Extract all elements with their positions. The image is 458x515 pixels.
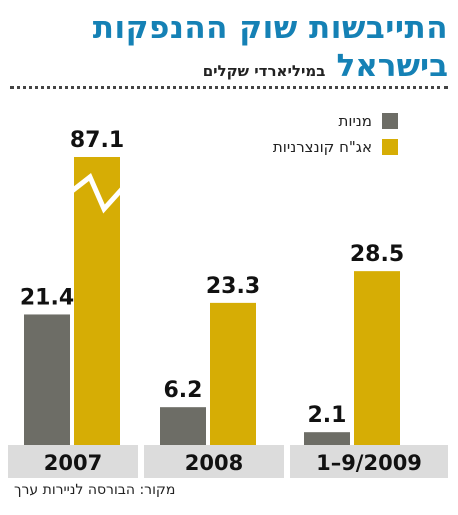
legend-item-stocks: מניות xyxy=(273,108,398,134)
legend-item-bonds: אג"ח קונצרניות xyxy=(273,134,398,160)
legend-label-stocks: מניות xyxy=(338,112,373,130)
data-label: 28.5 xyxy=(350,242,404,267)
category-label: 1–9/2009 xyxy=(316,451,422,475)
data-label: 2.1 xyxy=(308,403,347,428)
source-note: מקור: הבורסה לניירות ערך xyxy=(14,482,176,498)
chart-unit: במיליארדי שקלים xyxy=(202,62,326,80)
chart-subtitle: בישראל xyxy=(336,48,448,84)
bar xyxy=(74,157,120,445)
legend-swatch-bonds xyxy=(382,139,398,155)
subtitle-line: בישראל במיליארדי שקלים xyxy=(8,48,448,84)
category-label: 2007 xyxy=(44,451,102,475)
bar xyxy=(354,271,400,445)
category-band xyxy=(8,445,138,478)
dotted-divider xyxy=(10,86,448,89)
bar xyxy=(24,314,70,445)
legend-label-bonds: אג"ח קונצרניות xyxy=(272,138,372,156)
legend-swatch-stocks xyxy=(382,113,398,129)
legend: מניות אג"ח קונצרניות xyxy=(273,108,398,160)
category-band xyxy=(144,445,284,478)
category-band xyxy=(290,445,448,478)
category-label: 2008 xyxy=(185,451,243,475)
axis-break-mark xyxy=(70,173,124,214)
bar xyxy=(304,432,350,445)
chart-title: התייבשות שוק ההנפקות xyxy=(92,10,448,46)
bar xyxy=(210,302,256,445)
data-label: 23.3 xyxy=(206,274,260,299)
bar xyxy=(160,407,206,445)
data-label: 21.4 xyxy=(20,285,74,310)
data-label: 6.2 xyxy=(164,378,203,403)
data-label: 87.1 xyxy=(70,128,124,153)
